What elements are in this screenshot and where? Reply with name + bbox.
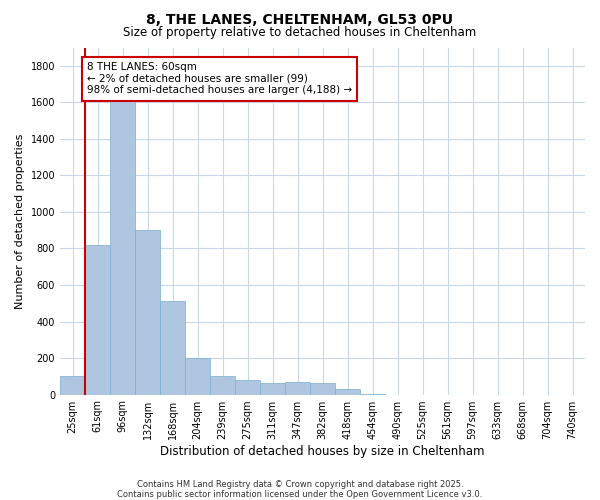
Y-axis label: Number of detached properties: Number of detached properties [15,134,25,308]
Bar [260,382,285,394]
Text: 8 THE LANES: 60sqm
← 2% of detached houses are smaller (99)
98% of semi-detached: 8 THE LANES: 60sqm ← 2% of detached hous… [87,62,352,96]
Text: Size of property relative to detached houses in Cheltenham: Size of property relative to detached ho… [124,26,476,39]
Bar [210,376,235,394]
Bar [335,389,360,394]
X-axis label: Distribution of detached houses by size in Cheltenham: Distribution of detached houses by size … [160,444,485,458]
Bar [110,88,135,395]
Bar [135,230,160,394]
Bar [235,380,260,394]
Bar [185,358,210,395]
Bar [160,302,185,394]
Text: 8, THE LANES, CHELTENHAM, GL53 0PU: 8, THE LANES, CHELTENHAM, GL53 0PU [146,12,454,26]
Bar [310,382,335,394]
Bar [285,382,310,394]
Bar [85,245,110,394]
Text: Contains HM Land Registry data © Crown copyright and database right 2025.
Contai: Contains HM Land Registry data © Crown c… [118,480,482,499]
Bar [60,376,85,394]
